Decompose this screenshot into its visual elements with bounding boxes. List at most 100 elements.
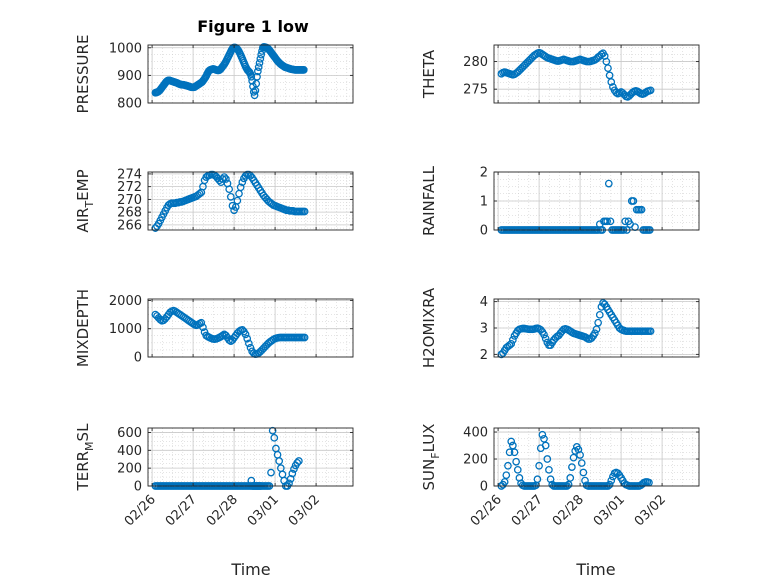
x-tick-label: 03/02	[286, 492, 323, 529]
subplot-sun_flux: 0 200 400 SUNFLUX 02/26 02/27 02/28 03/01 03/02	[420, 424, 700, 529]
data-point	[502, 471, 511, 480]
x-tick-label: 02/27	[509, 492, 546, 529]
y-tick-label: 266	[117, 218, 142, 233]
y-tick-label: 0	[134, 351, 142, 366]
subplot-theta: 275 280 THETA	[420, 44, 700, 104]
data-point	[197, 318, 206, 327]
data-point	[568, 463, 576, 471]
y-tick-label: 0	[480, 480, 488, 495]
data-point	[566, 474, 575, 482]
data-point	[226, 193, 235, 201]
series-mixdepth	[151, 306, 309, 359]
data-point	[509, 336, 517, 344]
data-point	[295, 457, 303, 465]
y-tick-label: 1000	[109, 41, 142, 56]
x-tick-label: 02/26	[468, 492, 505, 529]
data-point	[199, 323, 207, 332]
data-point	[581, 476, 589, 485]
subplot-mixdepth: 0 1000 2000 MIXDEPTH	[74, 289, 354, 367]
y-tick-label: 270	[117, 193, 142, 208]
y-tick-label: 1	[480, 195, 488, 210]
data-point	[156, 315, 165, 324]
data-point	[510, 448, 519, 457]
x-tick-label: 03/01	[245, 492, 282, 529]
y-tick-label: 2000	[109, 294, 142, 309]
y-axis-label: SUNFLUX	[420, 424, 442, 491]
data-point	[513, 465, 522, 474]
data-point	[288, 469, 297, 478]
y-axis-label: AIRTEMP	[74, 169, 96, 232]
y-tick-label: 280	[463, 55, 488, 70]
axes-box	[147, 44, 354, 104]
data-point	[646, 86, 655, 95]
data-point	[256, 54, 265, 63]
y-tick-label: 1000	[109, 322, 142, 337]
data-point	[607, 78, 616, 86]
data-point	[595, 310, 604, 319]
figure-title: Figure 1 low	[197, 17, 309, 36]
data-point	[249, 88, 258, 96]
data-point	[293, 458, 302, 467]
data-point	[629, 197, 638, 205]
data-point	[507, 339, 516, 348]
y-tick-label: 2	[480, 166, 488, 181]
data-point	[238, 178, 247, 187]
data-point	[604, 179, 613, 188]
y-tick-label: 0	[480, 224, 488, 239]
data-point	[607, 476, 616, 485]
data-point	[606, 217, 615, 226]
data-point	[257, 50, 266, 59]
data-point	[579, 468, 588, 477]
data-point	[250, 91, 259, 100]
data-point	[569, 453, 578, 462]
y-axis-label: TERRMSL	[74, 423, 96, 492]
axes-box	[147, 427, 354, 487]
plot-area	[148, 299, 353, 357]
data-point	[243, 334, 252, 343]
data-point	[504, 461, 512, 470]
x-tick-label: 02/27	[163, 492, 200, 529]
data-point	[254, 63, 263, 71]
data-point	[241, 330, 250, 339]
y-tick-label: 274	[117, 167, 142, 182]
axes-box	[147, 171, 354, 231]
data-point	[505, 341, 514, 349]
data-point	[533, 475, 542, 484]
x-tick-label: 02/28	[550, 492, 587, 529]
y-tick-label: 800	[117, 97, 142, 112]
x-tick-label: 02/28	[204, 492, 241, 529]
x-tick-label: 03/01	[591, 492, 628, 529]
data-point	[603, 217, 612, 226]
y-tick-label: 4	[480, 295, 488, 310]
series-pressure	[151, 43, 308, 100]
grid	[148, 299, 353, 358]
y-tick-label: 268	[117, 206, 142, 221]
data-point	[275, 457, 284, 465]
data-point	[637, 205, 646, 214]
data-point	[220, 173, 229, 181]
y-tick-label: 272	[117, 180, 142, 195]
data-point	[268, 426, 277, 435]
series-air_temp	[151, 170, 309, 232]
data-point	[605, 480, 614, 489]
y-tick-label: 0	[134, 480, 142, 495]
grid	[148, 172, 353, 230]
data-point	[540, 434, 548, 443]
data-point	[604, 64, 612, 73]
y-tick-label: 200	[463, 453, 488, 468]
data-point	[509, 441, 517, 450]
y-axis-label: H2OMIXRA	[420, 287, 438, 368]
data-point	[299, 66, 308, 74]
data-point	[285, 479, 293, 488]
y-tick-label: 900	[117, 69, 142, 84]
x-axis-label-right: Time	[575, 560, 615, 579]
data-point	[564, 480, 573, 489]
data-point	[594, 318, 602, 327]
data-point	[290, 465, 298, 473]
data-point	[246, 343, 255, 352]
y-axis-label: MIXDEPTH	[74, 289, 92, 367]
subplot-h2omixra: 2 3 4 H2OMIXRA	[420, 287, 700, 368]
x-tick-label: 02/26	[122, 492, 159, 529]
